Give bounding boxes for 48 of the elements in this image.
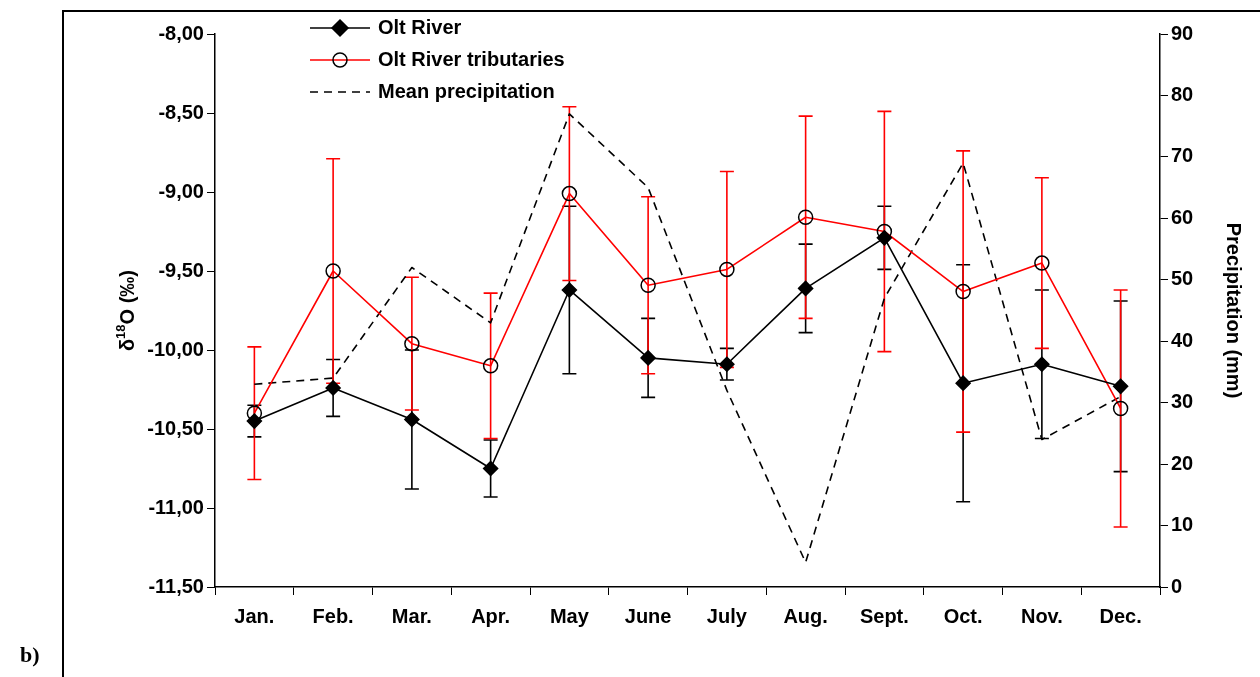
y-tick-label: -9,50: [158, 258, 204, 281]
point: [797, 280, 814, 297]
y2-axis-title: Precipitation (mm): [1223, 222, 1246, 399]
point: [1034, 356, 1050, 372]
point: [325, 380, 341, 396]
x-tick-label: May: [549, 604, 590, 627]
text: b): [20, 642, 40, 668]
y-tick-label: -10,50: [147, 416, 204, 439]
legend-label: Olt River: [378, 15, 462, 38]
point: [561, 282, 578, 298]
y2-tick-label: 30: [1171, 390, 1194, 413]
point: [1112, 378, 1129, 395]
legend-label: Olt River tributaries: [378, 47, 565, 70]
y2-tick-label: 20: [1171, 451, 1194, 474]
x-tick-label: Aug.: [783, 604, 828, 627]
y-tick-label: -8,50: [158, 100, 204, 123]
y2-tick-label: 80: [1171, 82, 1194, 105]
x-tick-label: Dec.: [1099, 604, 1142, 627]
x-tick-label: Jan.: [234, 604, 275, 627]
y2-tick-label: 50: [1171, 267, 1194, 290]
y2-tick-label: 40: [1171, 328, 1194, 351]
point: [719, 356, 735, 372]
y-tick-label: -10,00: [147, 337, 204, 360]
y2-tick-label: 60: [1171, 205, 1194, 228]
y2-tick-label: 90: [1171, 21, 1194, 44]
x-tick-label: Nov.: [1020, 604, 1063, 627]
y2-tick-label: 0: [1171, 574, 1183, 597]
legend-label: Mean precipitation: [378, 79, 555, 102]
x-tick-label: Sept.: [859, 604, 909, 627]
x-tick-label: Mar.: [391, 604, 432, 627]
y-axis-title: δ18O (‰): [112, 269, 138, 352]
y2-tick-label: 10: [1171, 513, 1194, 536]
point: [955, 375, 971, 391]
y-tick-label: -11,00: [148, 495, 204, 518]
x-tick-label: Apr.: [471, 604, 511, 627]
y-tick-label: -8,00: [158, 21, 204, 44]
point: [482, 460, 499, 477]
point: [246, 413, 263, 429]
point: [640, 350, 656, 366]
x-tick-label: Oct.: [943, 604, 983, 627]
point: [876, 230, 893, 246]
y-tick-label: -11,50: [148, 574, 204, 597]
x-tick-label: June: [624, 604, 672, 627]
point: [404, 411, 420, 428]
y-tick-label: -9,00: [158, 179, 204, 202]
y2-tick-label: 70: [1171, 144, 1194, 167]
x-tick-label: July: [706, 604, 748, 627]
x-tick-label: Feb.: [312, 604, 354, 627]
